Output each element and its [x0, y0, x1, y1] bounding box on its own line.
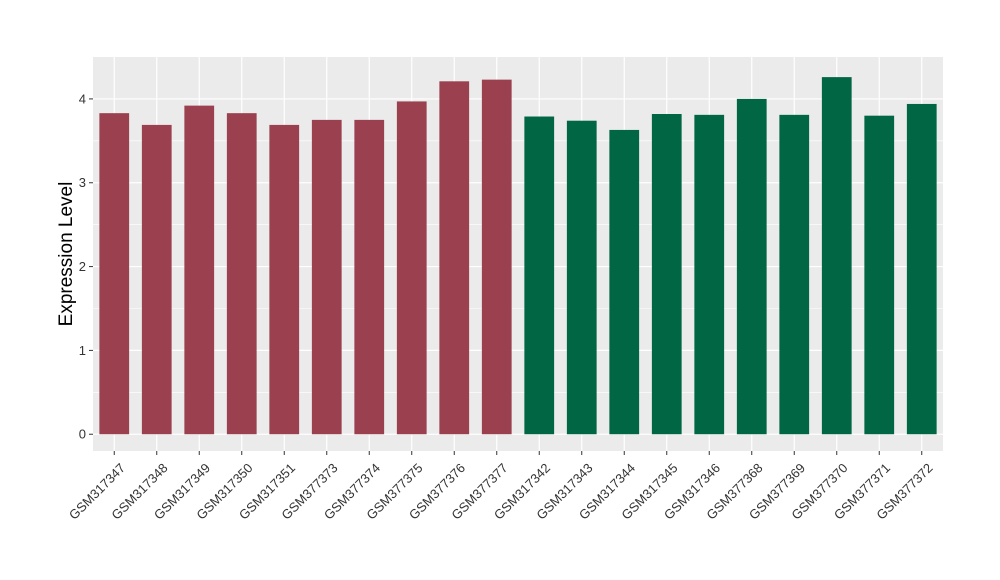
bar — [311, 119, 342, 435]
bar — [736, 98, 767, 435]
y-tick-label: 3 — [79, 175, 86, 190]
bar — [269, 124, 300, 435]
bar — [226, 113, 257, 435]
bar — [651, 114, 682, 435]
plot-panel — [93, 57, 943, 451]
y-tick-label: 1 — [79, 343, 86, 358]
bar — [609, 129, 640, 435]
x-axis: GSM317347GSM317348GSM317349GSM317350GSM3… — [66, 451, 936, 523]
bar — [141, 124, 172, 435]
y-axis-title: Expression Level — [56, 182, 77, 327]
bar — [99, 113, 130, 435]
bar — [694, 114, 725, 435]
y-tick-label: 0 — [79, 427, 86, 442]
bar — [184, 105, 215, 435]
bar — [396, 101, 427, 435]
bar — [524, 116, 555, 435]
bar — [439, 81, 470, 435]
y-tick-label: 2 — [79, 259, 86, 274]
bar — [906, 103, 937, 435]
bar — [864, 115, 895, 435]
y-tick-label: 4 — [79, 91, 86, 106]
y-axis: 0 1 2 3 4 — [79, 91, 93, 442]
bar — [566, 120, 597, 435]
bar — [354, 119, 385, 435]
bar — [779, 114, 810, 435]
bar — [481, 79, 512, 435]
bars-group — [99, 77, 937, 435]
bar — [821, 77, 852, 435]
